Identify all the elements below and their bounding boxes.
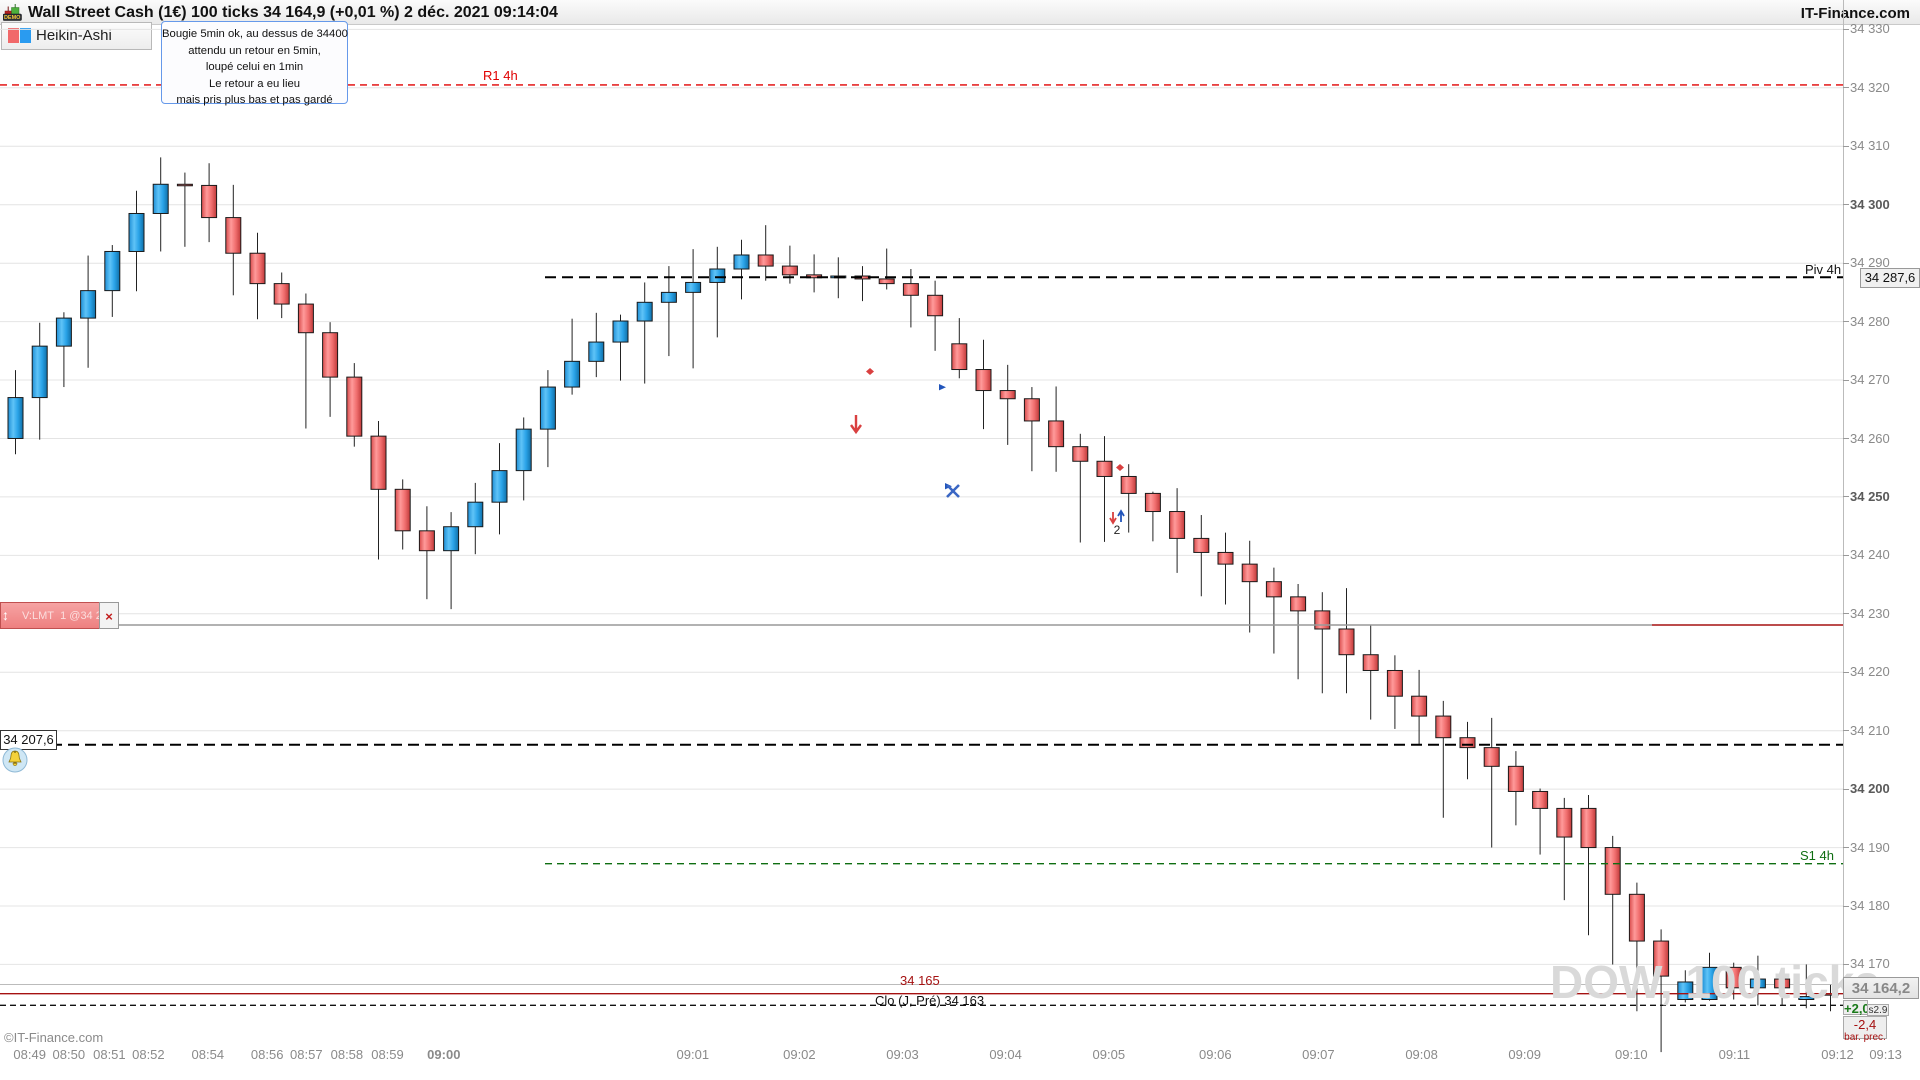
svg-text:2: 2	[1114, 523, 1121, 537]
